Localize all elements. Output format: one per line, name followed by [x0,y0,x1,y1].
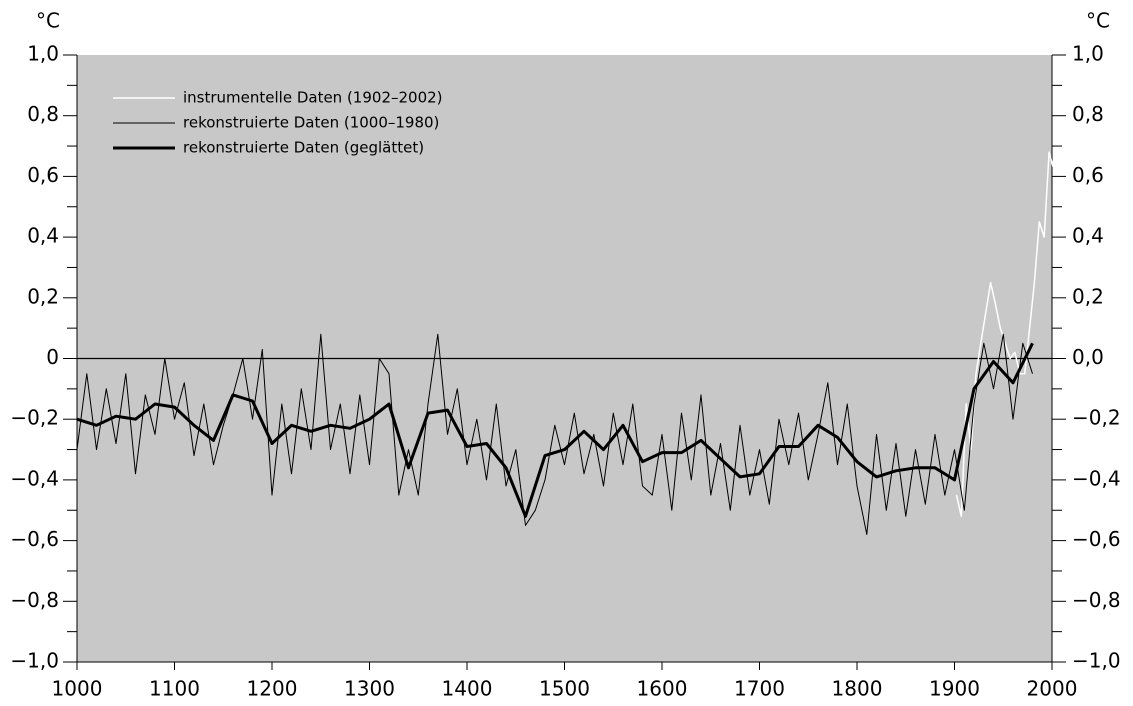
y-tick-label: 0 [46,345,59,369]
y-tick-label: 0,2 [27,284,59,308]
y-tick-label: −0,4 [10,466,59,490]
y2-tick-label: −0,6 [1072,527,1121,551]
x-tick-label: 1900 [929,677,980,701]
y2-tick-label: 1,0 [1072,42,1104,66]
x-tick-label: 1400 [442,677,493,701]
y-tick-label: 0,4 [27,224,59,248]
legend-label: instrumentelle Daten (1902–2002) [183,89,443,107]
y-tick-label: 0,6 [27,163,59,187]
y-tick-label: −0,6 [10,527,59,551]
x-tick-label: 1700 [734,677,785,701]
y2-tick-label: −1,0 [1072,649,1121,673]
y2-tick-label: −0,8 [1072,588,1121,612]
data-line [76,342,1034,518]
y2-tick-label: 0,8 [1072,102,1104,126]
data-line [955,151,1055,518]
y2-tick-label: 0,6 [1072,163,1104,187]
y-tick-label: −0,2 [10,406,59,430]
y2-tick-label: −0,4 [1072,466,1121,490]
x-tick-label: 1300 [344,677,395,701]
x-tick-label: 2000 [1027,677,1078,701]
x-tick-label: 1000 [52,677,103,701]
y2-tick-label: 0,0 [1072,345,1104,369]
data-line [76,333,1033,535]
legend: instrumentelle Daten (1902–2002) rekonstr… [113,89,443,157]
y-tick-label: −1,0 [10,649,59,673]
y2-tick-label: 0,4 [1072,224,1104,248]
x-tick-label: 1100 [149,677,200,701]
y2-tick-label: −0,2 [1072,406,1121,430]
y2-tick-label: 0,2 [1072,284,1104,308]
y-unit: °C [36,9,60,33]
y-tick-label: 1,0 [27,42,59,66]
x-tick-label: 1800 [832,677,883,701]
y-tick-label: −0,8 [10,588,59,612]
x-tick-label: 1600 [637,677,688,701]
x-tick-label: 1200 [247,677,298,701]
legend-label: rekonstruierte Daten (geglättet) [183,139,424,157]
y2-unit: °C [1086,9,1110,33]
x-tick-label: 1500 [539,677,590,701]
legend-label: rekonstruierte Daten (1000–1980) [183,114,439,132]
y-tick-label: 0,8 [27,102,59,126]
